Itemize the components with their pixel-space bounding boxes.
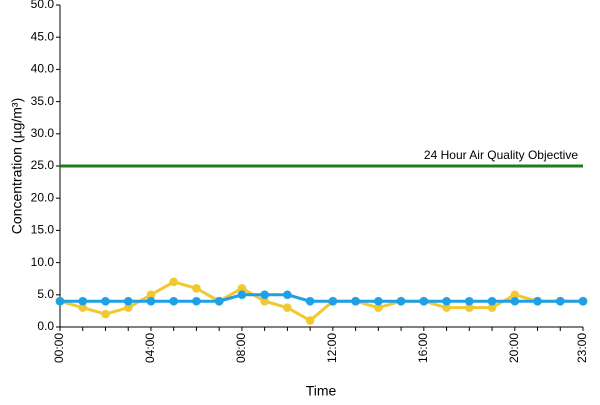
data-point [510, 296, 520, 306]
x-tick-label: 23:00 [575, 333, 589, 363]
data-point [533, 296, 543, 306]
data-point [55, 296, 65, 306]
series-line [60, 293, 583, 303]
y-axis-label: Concentration (µg/m³) [9, 98, 25, 234]
data-point [305, 316, 315, 326]
y-tick-label: 5.0 [37, 287, 54, 301]
data-point [146, 296, 156, 306]
data-point [237, 290, 247, 300]
y-tick-label: 40.0 [31, 62, 55, 76]
data-point [578, 296, 588, 306]
data-point [123, 296, 133, 306]
data-point [351, 296, 361, 306]
data-point [100, 309, 110, 319]
data-point [282, 290, 292, 300]
data-point [305, 296, 315, 306]
data-point [373, 296, 383, 306]
y-tick-label: 25.0 [31, 158, 55, 172]
data-point [487, 296, 497, 306]
reference-label: 24 Hour Air Quality Objective [424, 148, 578, 162]
x-tick-label: 00:00 [52, 333, 66, 363]
data-point [214, 296, 224, 306]
data-point [396, 296, 406, 306]
data-point [78, 296, 88, 306]
x-tick-label: 16:00 [416, 333, 430, 363]
x-tick-label: 12:00 [325, 333, 339, 363]
data-point [464, 296, 474, 306]
y-tick-label: 35.0 [31, 94, 55, 108]
y-tick-label: 50.0 [31, 0, 55, 11]
data-point [555, 296, 565, 306]
data-point [282, 303, 292, 313]
y-tick-label: 0.0 [37, 319, 54, 333]
data-point [442, 296, 452, 306]
data-point [191, 296, 201, 306]
data-point [191, 283, 201, 293]
y-tick-label: 15.0 [31, 223, 55, 237]
data-point [169, 296, 179, 306]
y-tick-label: 10.0 [31, 255, 55, 269]
data-point [100, 296, 110, 306]
x-tick-label: 04:00 [143, 333, 157, 363]
data-point [169, 277, 179, 287]
data-point [260, 290, 270, 300]
y-tick-label: 20.0 [31, 190, 55, 204]
x-axis-label: Time [306, 383, 337, 399]
y-tick-label: 30.0 [31, 126, 55, 140]
data-point [328, 296, 338, 306]
x-tick-label: 20:00 [507, 333, 521, 363]
data-point [419, 296, 429, 306]
y-tick-label: 45.0 [31, 29, 55, 43]
x-tick-label: 08:00 [234, 333, 248, 363]
